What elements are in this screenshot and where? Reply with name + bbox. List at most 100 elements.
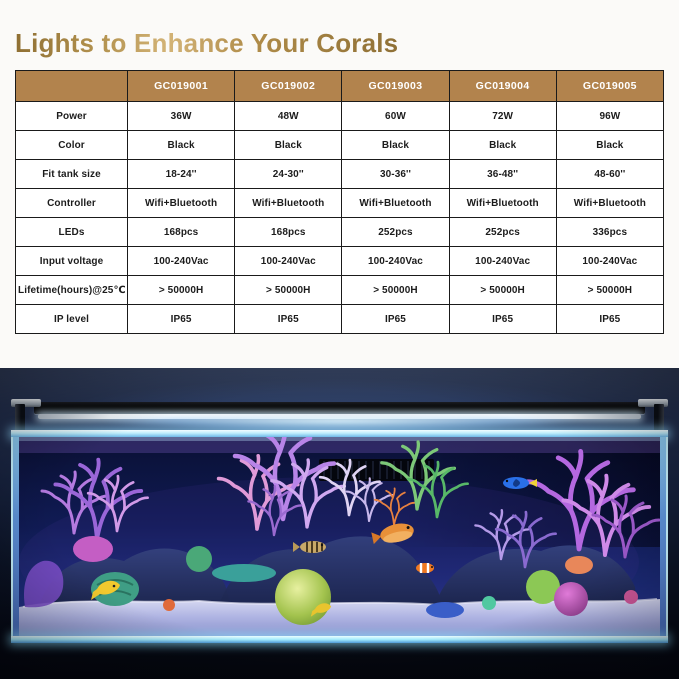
tank-top-rim xyxy=(11,430,668,437)
spec-cell: 18-24'' xyxy=(126,159,236,189)
spec-cell: IP65 xyxy=(234,304,343,334)
spec-cell: 100-240Vac xyxy=(341,246,450,276)
coral-blue-mushroom xyxy=(426,602,464,618)
row-label: LEDs xyxy=(15,217,128,247)
spec-cell: Black xyxy=(448,130,557,160)
spec-cell: 100-240Vac xyxy=(448,246,557,276)
spec-cell: IP65 xyxy=(448,304,557,334)
spec-cell: 36W xyxy=(126,101,236,131)
coral-pink-mound xyxy=(73,536,113,562)
fish-yellow-tang xyxy=(91,580,120,600)
spec-cell: Wifi+Bluetooth xyxy=(555,188,665,218)
table-corner-cell xyxy=(15,70,128,102)
spec-cell: IP65 xyxy=(126,304,236,334)
spec-cell: > 50000H xyxy=(341,275,450,305)
spec-cell: 168pcs xyxy=(234,217,343,247)
spec-cell: 100-240Vac xyxy=(555,246,665,276)
table-header-row: GC019001 GC019002 GC019003 GC019004 GC01… xyxy=(15,70,665,102)
fish-orange-large xyxy=(371,523,414,545)
spec-cell: > 50000H xyxy=(555,275,665,305)
spec-cell: 100-240Vac xyxy=(126,246,236,276)
led-light-bar xyxy=(34,402,645,414)
spec-cell: 36-48'' xyxy=(448,159,557,189)
fish-blue-tang xyxy=(503,477,537,489)
tank-water xyxy=(19,437,660,636)
spec-cell: 60W xyxy=(341,101,450,131)
sand-bed xyxy=(19,599,660,636)
spec-cell: > 50000H xyxy=(234,275,343,305)
spec-cell: Black xyxy=(234,130,343,160)
table-row-input-voltage: Input voltage 100-240Vac 100-240Vac 100-… xyxy=(15,246,665,276)
row-label: Controller xyxy=(15,188,128,218)
fish-yellow-small xyxy=(310,603,332,617)
coral-pink-dot xyxy=(624,590,638,604)
spec-cell: > 50000H xyxy=(126,275,236,305)
spec-cell: Wifi+Bluetooth xyxy=(341,188,450,218)
coral-salmon xyxy=(565,556,593,574)
column-header-gc019001: GC019001 xyxy=(126,70,236,102)
table-row-leds: LEDs 168pcs 168pcs 252pcs 252pcs 336pcs xyxy=(15,217,665,247)
mounting-bracket-left xyxy=(11,398,43,444)
spec-cell: 72W xyxy=(448,101,557,131)
spec-cell: 336pcs xyxy=(555,217,665,247)
coral-teal-table xyxy=(212,564,276,582)
spec-cell: 96W xyxy=(555,101,665,131)
overflow-weir xyxy=(319,459,434,481)
page-title: Lights to Enhance Your Corals xyxy=(15,28,399,59)
table-row-color: Color Black Black Black Black Black xyxy=(15,130,665,160)
surface-light-line xyxy=(19,437,660,441)
bracket-clamp xyxy=(11,399,41,407)
row-label: Input voltage xyxy=(15,246,128,276)
spec-cell: > 50000H xyxy=(448,275,557,305)
spec-cell: Wifi+Bluetooth xyxy=(448,188,557,218)
aquarium-tank xyxy=(11,430,668,643)
coral-green-ball xyxy=(275,569,331,625)
spec-cell: 30-36'' xyxy=(341,159,450,189)
spec-cell: IP65 xyxy=(341,304,450,334)
surface-haze xyxy=(19,437,660,453)
column-header-gc019002: GC019002 xyxy=(234,70,343,102)
fish-clownfish xyxy=(416,563,434,573)
spec-cell: Wifi+Bluetooth xyxy=(126,188,236,218)
table-row-ip-level: IP level IP65 IP65 IP65 IP65 IP65 xyxy=(15,304,665,334)
row-label: Power xyxy=(15,101,128,131)
coral-magenta-ball xyxy=(554,582,588,616)
spec-cell: 48W xyxy=(234,101,343,131)
spec-cell: 252pcs xyxy=(341,217,450,247)
spec-cell: 24-30'' xyxy=(234,159,343,189)
spec-cell: 100-240Vac xyxy=(234,246,343,276)
aquarium-photo xyxy=(0,368,679,679)
coral-mint-dot xyxy=(482,596,496,610)
column-header-gc019004: GC019004 xyxy=(448,70,557,102)
spec-cell: Wifi+Bluetooth xyxy=(234,188,343,218)
tank-glass-right xyxy=(658,437,668,636)
coral-purple-anemone xyxy=(23,560,64,608)
spec-cell: 48-60'' xyxy=(555,159,665,189)
row-label: Lifetime(hours)@25℃ xyxy=(15,275,128,305)
coral-green-mound-right xyxy=(526,570,560,604)
coral-green-fuzzy xyxy=(186,546,212,572)
spec-cell: Black xyxy=(341,130,450,160)
row-label: Fit tank size xyxy=(15,159,128,189)
spec-cell: Black xyxy=(555,130,665,160)
bracket-arm xyxy=(15,404,25,444)
table-row-fit-tank-size: Fit tank size 18-24'' 24-30'' 30-36'' 36… xyxy=(15,159,665,189)
spec-table: GC019001 GC019002 GC019003 GC019004 GC01… xyxy=(15,70,665,334)
spec-cell: IP65 xyxy=(555,304,665,334)
led-light-bar-diffuser xyxy=(38,414,641,419)
column-header-gc019005: GC019005 xyxy=(555,70,665,102)
tank-bottom-rim xyxy=(11,636,668,643)
fish-striped-wrasse xyxy=(293,541,326,553)
column-header-gc019003: GC019003 xyxy=(341,70,450,102)
table-row-lifetime: Lifetime(hours)@25℃ > 50000H > 50000H > … xyxy=(15,275,665,305)
row-label: IP level xyxy=(15,304,128,334)
row-label: Color xyxy=(15,130,128,160)
spec-cell: 252pcs xyxy=(448,217,557,247)
table-row-controller: Controller Wifi+Bluetooth Wifi+Bluetooth… xyxy=(15,188,665,218)
spec-cell: Black xyxy=(126,130,236,160)
coral-orange-dot xyxy=(163,599,175,611)
table-row-power: Power 36W 48W 60W 72W 96W xyxy=(15,101,665,131)
spec-cell: 168pcs xyxy=(126,217,236,247)
reef-scene xyxy=(19,437,660,636)
tank-glass-left xyxy=(11,437,21,636)
